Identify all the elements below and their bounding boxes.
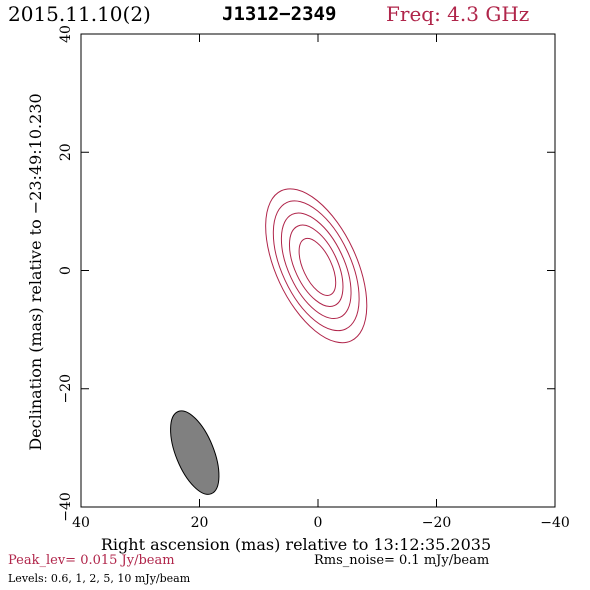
plot-frame (80, 33, 556, 508)
y-tick-label: −40 (58, 492, 74, 522)
contour-level-5 (298, 237, 337, 296)
beam-group (170, 410, 220, 495)
contour-level-4 (288, 224, 344, 307)
y-tick-label: −20 (58, 374, 74, 404)
x-tick-label: 0 (314, 515, 323, 531)
x-tick-label: −40 (540, 515, 570, 531)
y-tick-label: 20 (58, 143, 74, 161)
axis-ticks: 40 20 0 −20 −40 −40 −20 0 20 40 (58, 25, 570, 531)
contour-level-1 (265, 188, 368, 344)
beam-ellipse (170, 410, 220, 495)
contour-level-2 (272, 200, 360, 332)
epoch-date: 2015.11.10(2) (8, 2, 151, 26)
frequency-label: Freq: 4.3 GHz (386, 2, 530, 26)
contour-levels: Levels: 0.6, 1, 2, 5, 10 mJy/beam (8, 572, 191, 585)
rms-noise: Rms_noise= 0.1 mJy/beam (314, 553, 490, 568)
source-name: J1312−2349 (222, 3, 337, 25)
peak-level: Peak_lev= 0.015 Jy/beam (8, 553, 175, 568)
contour-level-3 (280, 212, 352, 320)
x-tick-label: 40 (72, 515, 90, 531)
x-tick-label: 20 (191, 515, 209, 531)
y-tick-label: 0 (58, 266, 74, 275)
y-tick-label: 40 (58, 25, 74, 43)
contour-group (265, 188, 368, 344)
x-axis-label: Right ascension (mas) relative to 13:12:… (101, 535, 491, 554)
y-axis-label: Declination (mas) relative to −23:49:10.… (26, 93, 45, 450)
x-tick-label: −20 (422, 515, 452, 531)
